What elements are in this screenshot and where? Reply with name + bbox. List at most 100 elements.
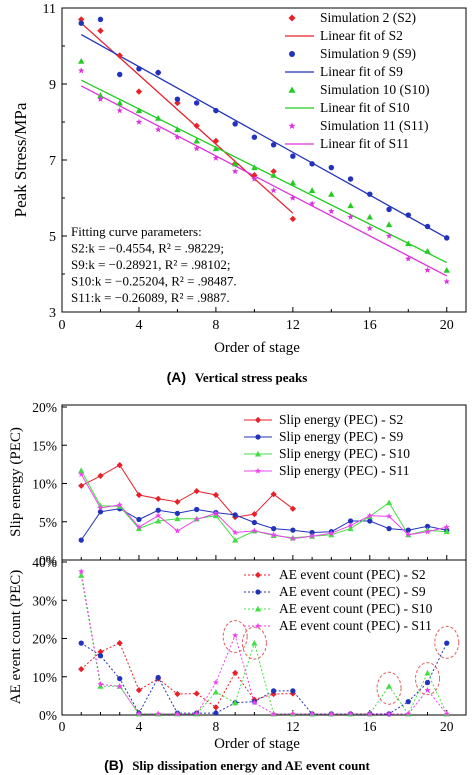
chart-b-top-point-slip-energy-pec-s2 — [289, 505, 296, 512]
chart-b-bottom-point-ae-event-count-pec-s11 — [232, 632, 239, 639]
chart-b-top-point-slip-energy-pec-s10 — [232, 537, 239, 543]
chart-b-top-point-slip-energy-pec-s9 — [309, 529, 315, 536]
chart-a-point-simulation-9-s9 — [386, 206, 392, 213]
chart-b-caption: (B) Slip dissipation energy and AE event… — [104, 757, 370, 773]
chart-b-bottom-point-ae-event-count-pec-s10 — [78, 572, 85, 578]
chart-b-top-point-slip-energy-pec-s11 — [328, 529, 335, 536]
chart-b-xtick-label: 16 — [363, 719, 377, 734]
chart-b-top-legend-marker — [254, 416, 262, 424]
chart-b-bottom-highlight-ellipse — [222, 620, 248, 654]
chart-a-point-simulation-9-s9 — [405, 212, 412, 218]
chart-b-top-point-slip-energy-pec-s2 — [155, 495, 162, 502]
chart-b-bottom-point-ae-event-count-pec-s11 — [251, 699, 258, 706]
chart-b-bottom-point-ae-event-count-pec-s10 — [424, 669, 431, 676]
chart-b-bottom-point-ae-event-count-pec-s11 — [155, 710, 162, 717]
chart-b-xtick-label: 4 — [136, 719, 143, 734]
chart-b-top-point-slip-energy-pec-s11 — [193, 516, 200, 523]
chart-a-xlabel: Order of stage — [214, 340, 300, 356]
chart-b-bottom-point-ae-event-count-pec-s11 — [116, 683, 123, 689]
chart-a-point-simulation-10-s10 — [212, 145, 220, 152]
chart-b-top-legend-entry: Slip energy (PEC) - S2 — [279, 412, 403, 427]
chart-a-point-simulation-11-s11 — [212, 154, 220, 161]
chart-a-xtick-label: 8 — [212, 318, 219, 333]
chart-a-xtick-label: 12 — [286, 318, 300, 333]
chart-a-legend-marker — [289, 51, 295, 57]
chart-a-point-simulation-9-s9 — [136, 66, 142, 72]
chart-b-bottom-point-ae-event-count-pec-s11 — [405, 710, 412, 717]
chart-b-top-point-slip-energy-pec-s11 — [78, 471, 85, 477]
chart-b-top-point-slip-energy-pec-s2 — [270, 491, 277, 498]
chart-b-bottom-ytick-label: 0% — [39, 708, 57, 723]
chart-a-point-simulation-11-s11 — [443, 278, 450, 285]
chart-a-point-simulation-9-s9 — [290, 153, 296, 159]
chart-a-legend-entry: Simulation 9 (S9) — [320, 46, 416, 61]
chart-b-top-line-slip-energy-pec-s10 — [80, 470, 447, 541]
chart-b-caption-text: Slip dissipation energy and AE event cou… — [132, 758, 370, 773]
chart-b-top-point-slip-energy-pec-s10 — [347, 525, 354, 532]
chart-b-top-point-slip-energy-pec-s10 — [174, 515, 181, 522]
chart-a-annotation-line: S11:k = −0.26089, R² = .9887. — [71, 290, 230, 305]
chart-b-top-point-slip-energy-pec-s11 — [116, 501, 123, 508]
chart-b: 0% 5% 10% 15% 20% Slip energy (PEC) - S2 Slip … — [32, 400, 460, 734]
chart-b-top-point-slip-energy-pec-s11 — [347, 522, 354, 529]
chart-b-top-point-slip-energy-pec-s11 — [232, 529, 239, 536]
chart-b-bottom-legend-marker — [254, 571, 262, 579]
chart-b-bottom-point-ae-event-count-pec-s2 — [212, 704, 220, 711]
chart-a-point-simulation-9-s9 — [155, 69, 161, 76]
chart-b-bottom-point-ae-event-count-pec-s11 — [174, 710, 181, 717]
chart-a-ytick-label: 9 — [49, 78, 56, 93]
chart-b-top-point-slip-energy-pec-s11 — [135, 523, 143, 530]
chart-b-bottom-highlight-ellipse — [415, 662, 441, 696]
chart-b-top-point-slip-energy-pec-s11 — [212, 510, 219, 516]
chart-a-point-simulation-11-s11 — [231, 168, 239, 175]
chart-b-bottom-legend-entry: AE event count (PEC) - S9 — [279, 584, 426, 599]
chart-a-point-simulation-2-s2 — [97, 27, 104, 34]
chart-b-top-ytick-label: 20% — [32, 400, 57, 415]
chart-a-legend-fit-entry: Linear fit of S2 — [320, 28, 403, 43]
chart-b-bottom-point-ae-event-count-pec-s11 — [289, 710, 296, 717]
chart-a-point-simulation-11-s11 — [424, 266, 431, 273]
chart-b-top-point-slip-energy-pec-s9 — [386, 526, 392, 532]
chart-b-top-point-slip-energy-pec-s11 — [366, 512, 373, 519]
chart-b-top-point-slip-energy-pec-s11 — [174, 527, 181, 534]
chart-b-top-point-slip-energy-pec-s11 — [405, 531, 412, 538]
chart-a-legend-entry: Simulation 10 (S10) — [320, 82, 430, 97]
chart-a-point-simulation-2-s2 — [289, 215, 297, 223]
chart-b-xtick-label: 8 — [213, 719, 220, 734]
chart-b-top-point-slip-energy-pec-s11 — [424, 528, 431, 535]
chart-a-point-simulation-9-s9 — [424, 223, 431, 230]
chart-a-legend-marker — [288, 122, 296, 129]
chart-a-point-simulation-10-s10 — [308, 187, 316, 193]
chart-b-top-line-slip-energy-pec-s9 — [80, 508, 447, 541]
chart-b-top-line-slip-energy-pec-s2 — [80, 464, 294, 518]
chart-a-point-simulation-2-s2 — [270, 168, 277, 175]
chart-b-bottom-point-ae-event-count-pec-s9 — [117, 676, 123, 682]
chart-a-point-simulation-10-s10 — [366, 213, 374, 220]
chart-a-ytick-label: 11 — [43, 2, 56, 17]
chart-a-point-simulation-10-s10 — [193, 137, 200, 144]
chart-b-top-ytick-label: 15% — [32, 438, 57, 453]
chart-a-xtick-label: 16 — [363, 318, 377, 333]
chart-a-xtick-label: 4 — [135, 318, 142, 333]
chart-b-top-point-slip-energy-pec-s11 — [443, 523, 450, 530]
chart-a-point-simulation-11-s11 — [135, 118, 143, 125]
chart-b-top-point-slip-energy-pec-s10 — [155, 517, 162, 524]
chart-b-top-point-slip-energy-pec-s9 — [405, 527, 411, 533]
chart-b-top-point-slip-energy-pec-s9 — [290, 527, 296, 533]
chart-b-bottom-point-ae-event-count-pec-s10 — [212, 688, 220, 695]
chart-a-point-simulation-9-s9 — [116, 71, 123, 78]
chart-b-top-ytick-label: 0% — [39, 553, 57, 568]
chart-b-bottom-point-ae-event-count-pec-s11 — [309, 710, 316, 717]
chart-a: 0 4 8 12 16 20 3 5 7 9 11 Simulation 2 (S2) Linear f… — [43, 2, 454, 333]
chart-a-legend-fit-entry: Linear fit of S11 — [320, 136, 409, 151]
chart-a-point-simulation-10-s10 — [347, 202, 354, 209]
chart-a-point-simulation-9-s9 — [367, 191, 373, 197]
chart-b-bottom-point-ae-event-count-pec-s9 — [155, 674, 161, 681]
chart-a-point-simulation-9-s9 — [251, 134, 258, 140]
chart-b-top-point-slip-energy-pec-s2 — [174, 498, 181, 505]
chart-a-point-simulation-10-s10 — [78, 58, 85, 64]
chart-b-bottom-point-ae-event-count-pec-s2 — [289, 690, 296, 697]
chart-b-top-legend-marker — [254, 467, 262, 474]
chart-b-top-point-slip-energy-pec-s9 — [155, 507, 161, 513]
